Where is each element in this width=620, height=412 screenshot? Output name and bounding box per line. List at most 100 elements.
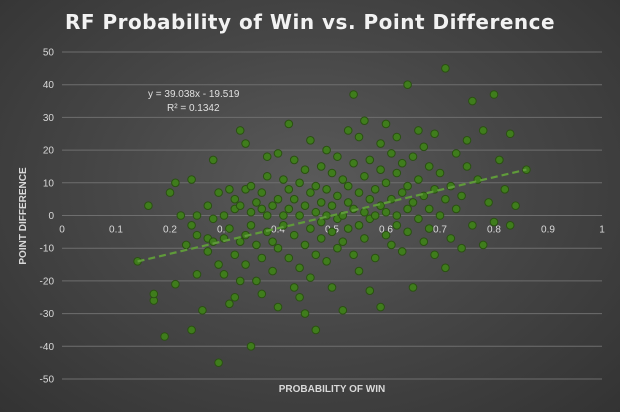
x-tick-label: 0	[59, 225, 65, 236]
data-point	[327, 283, 337, 292]
data-point	[397, 188, 407, 197]
data-point	[365, 194, 375, 204]
data-point	[284, 204, 294, 214]
data-point	[235, 201, 245, 210]
data-point	[273, 302, 283, 312]
data-point	[257, 204, 267, 214]
data-point	[300, 165, 310, 175]
data-point	[468, 96, 477, 106]
data-point	[262, 211, 272, 220]
trendline-layer	[137, 168, 527, 263]
data-point	[468, 221, 477, 230]
data-point	[338, 306, 348, 315]
data-point	[446, 234, 456, 243]
data-point	[268, 266, 277, 276]
x-tick-label: 0.6	[379, 225, 393, 236]
data-point	[462, 135, 472, 145]
data-point	[403, 181, 412, 191]
data-point	[430, 250, 439, 260]
data-point	[225, 224, 234, 233]
data-point	[451, 149, 461, 158]
data-point	[289, 155, 299, 165]
data-point	[387, 149, 396, 158]
data-point	[316, 217, 326, 227]
y-tick-label: -40	[40, 342, 55, 353]
data-point	[419, 191, 429, 201]
y-tick-label: 30	[43, 113, 55, 124]
data-point	[408, 283, 418, 292]
data-point	[354, 266, 364, 276]
y-tick-label: -10	[40, 244, 55, 255]
data-point	[284, 185, 294, 194]
x-tick-label: 0.8	[487, 225, 501, 236]
data-point	[403, 227, 412, 237]
data-point	[208, 214, 218, 224]
x-axis-title: PROBABILITY OF WIN	[279, 384, 385, 395]
data-point	[424, 204, 434, 214]
data-point	[144, 201, 153, 210]
x-tick-label: 1	[599, 225, 605, 236]
data-point	[306, 188, 315, 197]
data-point	[235, 126, 245, 135]
data-point	[262, 152, 272, 161]
data-point	[246, 181, 256, 191]
data-point	[333, 243, 342, 253]
data-point	[246, 221, 256, 230]
data-point	[214, 188, 223, 197]
data-point	[408, 152, 418, 161]
data-point	[478, 126, 488, 135]
y-tick-label: 10	[43, 178, 55, 189]
data-point	[273, 194, 283, 204]
data-point	[462, 162, 472, 171]
data-point	[252, 198, 261, 207]
data-point	[489, 217, 499, 227]
x-tick-label: 0.3	[217, 225, 231, 236]
data-point	[284, 119, 294, 129]
y-tick-label: 0	[48, 211, 54, 222]
x-tick-label: 0.9	[541, 225, 555, 236]
data-point	[165, 188, 175, 197]
data-point	[279, 175, 288, 184]
data-point	[214, 358, 223, 367]
data-point	[257, 253, 267, 263]
data-point	[381, 230, 391, 240]
data-point	[365, 155, 375, 165]
data-point	[327, 227, 337, 237]
data-point	[322, 145, 331, 155]
data-point	[370, 211, 380, 220]
gridlines	[62, 51, 602, 380]
trendline-r-squared: R² = 0.1342	[167, 103, 220, 114]
y-tick-label: 50	[43, 48, 55, 59]
data-point	[376, 139, 385, 148]
data-point	[387, 240, 396, 250]
data-point	[354, 188, 364, 197]
data-point	[289, 194, 299, 204]
data-point	[381, 178, 391, 188]
data-point	[343, 224, 353, 233]
trendline	[137, 168, 527, 263]
data-point	[392, 221, 402, 230]
data-point	[392, 132, 402, 142]
data-point	[370, 185, 380, 194]
data-point	[478, 240, 488, 250]
data-point	[392, 168, 402, 178]
data-point	[187, 175, 196, 184]
data-point	[316, 198, 326, 207]
y-tick-label: -30	[40, 309, 55, 320]
data-point	[230, 250, 240, 260]
data-point	[268, 201, 277, 210]
data-point	[241, 260, 250, 269]
data-point	[279, 211, 288, 220]
x-tick-label: 0.4	[271, 225, 285, 236]
data-point	[354, 132, 364, 142]
data-point	[381, 207, 391, 217]
data-point	[489, 90, 499, 99]
x-tick-label: 0.7	[433, 225, 447, 236]
data-point	[457, 191, 466, 201]
x-tick-label: 0.2	[163, 225, 177, 236]
data-point	[252, 240, 261, 250]
data-point	[338, 237, 348, 246]
data-point	[505, 221, 515, 230]
y-tick-label: 40	[43, 80, 55, 91]
trendline-equation: y = 39.038x - 19.519	[148, 89, 240, 100]
